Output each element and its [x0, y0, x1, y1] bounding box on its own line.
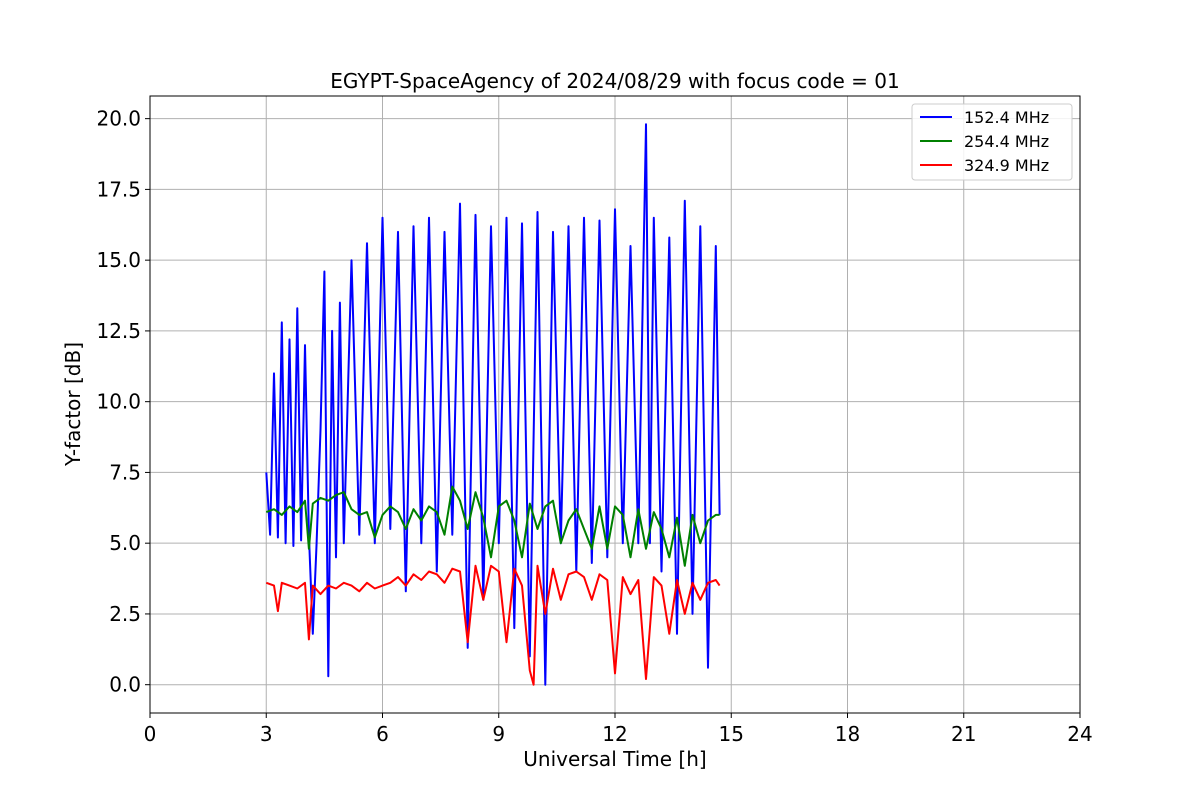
- y-tick-label: 7.5: [109, 460, 141, 484]
- axis-ticks: 0 3 6 9 12 15 18 21 24 0.0 2.5 5.0 7.5 10.0 12.5 15.0 17…: [96, 107, 1092, 746]
- x-tick-label: 15: [719, 722, 744, 746]
- legend: 152.4 MHz 254.4 MHz 324.9 MHz: [911, 103, 1073, 181]
- legend-box: [911, 103, 1073, 181]
- legend-label: 254.4 MHz: [964, 132, 1049, 151]
- x-tick-label: 0: [144, 722, 157, 746]
- y-tick-label: 2.5: [109, 602, 141, 626]
- y-tick-label: 20.0: [96, 107, 141, 131]
- series-line-2: [265, 564, 721, 686]
- y-tick-label: 10.0: [96, 390, 141, 414]
- x-tick-label: 12: [602, 722, 627, 746]
- chart-title: EGYPT-SpaceAgency of 2024/08/29 with foc…: [330, 69, 899, 93]
- legend-label: 152.4 MHz: [964, 108, 1049, 127]
- y-tick-label: 0.0: [109, 673, 141, 697]
- plot-series: [265, 123, 721, 686]
- x-tick-label: 18: [835, 722, 860, 746]
- x-tick-label: 6: [376, 722, 389, 746]
- y-axis-label: Y-factor [dB]: [61, 342, 85, 467]
- x-tick-label: 21: [951, 722, 976, 746]
- y-tick-label: 15.0: [96, 248, 141, 272]
- x-tick-label: 24: [1067, 722, 1092, 746]
- y-tick-label: 12.5: [96, 319, 141, 343]
- legend-label: 324.9 MHz: [964, 156, 1049, 175]
- x-tick-label: 9: [492, 722, 505, 746]
- x-axis-label: Universal Time [h]: [523, 747, 706, 771]
- x-tick-label: 3: [260, 722, 273, 746]
- y-tick-label: 17.5: [96, 177, 141, 201]
- series-line-1: [265, 485, 720, 567]
- y-tick-label: 5.0: [109, 531, 141, 555]
